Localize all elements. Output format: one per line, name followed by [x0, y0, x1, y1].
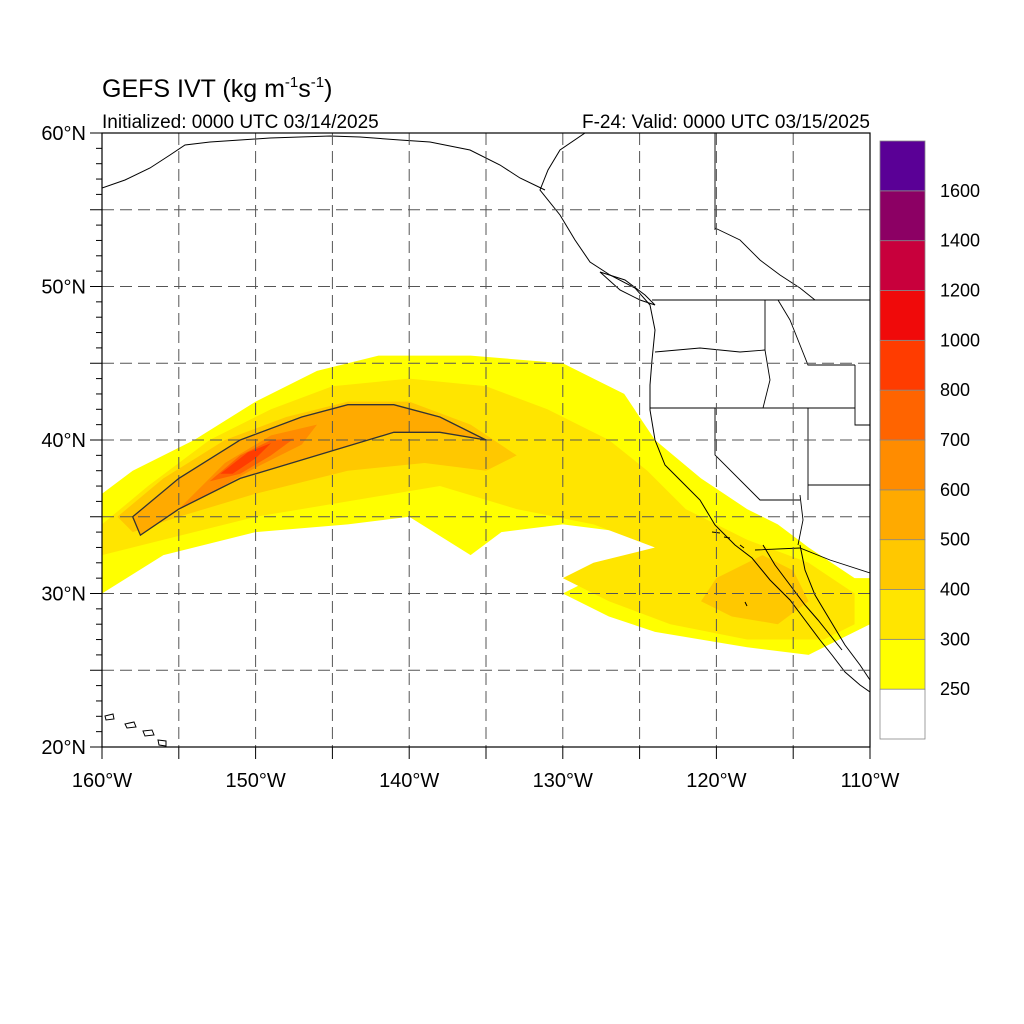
colorbar-label: 800 — [940, 380, 970, 400]
colorbar-label: 250 — [940, 679, 970, 699]
colorbar-label: 1000 — [940, 330, 980, 350]
colorbar-label: 1600 — [940, 181, 980, 201]
x-tick-label: 120°W — [686, 770, 746, 792]
colorbar-box — [879, 439, 926, 491]
ivt-fill-layer — [102, 355, 870, 655]
colorbar-label: 300 — [940, 629, 970, 649]
colorbar-box — [879, 240, 926, 291]
x-tick-label: 150°W — [225, 770, 285, 792]
north-america-coastline — [539, 133, 870, 693]
ivt-region-400-3 — [701, 555, 809, 625]
colorbar-box — [879, 140, 926, 192]
washington-oregon-border — [654, 347, 766, 353]
map-plot-area — [102, 133, 870, 747]
oregon-idaho-border — [762, 349, 771, 409]
idaho-montana-border — [777, 299, 855, 366]
alaska-coastline — [102, 135, 546, 191]
y-axis-ticks: 60°N 50°N 40°N 30°N 20°N — [41, 123, 86, 759]
ivt-region-400-2 — [117, 401, 517, 533]
canada-coast-range — [714, 227, 816, 301]
colorbar-box — [879, 539, 926, 590]
x-tick-label: 160°W — [72, 770, 132, 792]
x-tick-label: 110°W — [841, 770, 900, 792]
y-tick-label: 30°N — [41, 584, 86, 606]
y-tick-label: 50°N — [41, 277, 86, 299]
colorbar-label: 500 — [940, 530, 970, 550]
hawaii-islands — [104, 713, 167, 747]
initialized-label: Initialized: 0000 UTC 03/14/2025 — [102, 112, 379, 133]
colorbar-box — [879, 339, 926, 391]
wyoming-border — [854, 365, 870, 426]
california-nevada-border — [714, 408, 800, 501]
vancouver-island — [599, 271, 656, 306]
map-title: GEFS IVT (kg m-1s-1) — [102, 74, 332, 103]
colorbar-label: 1400 — [940, 231, 980, 251]
colorbar-box — [879, 190, 926, 242]
colorbar-box — [879, 638, 926, 690]
colorbar: 250 300 400 500 600 700 800 1000 1200 1400 1600 — [879, 140, 980, 740]
valid-time-label: F-24: Valid: 0000 UTC 03/15/2025 — [582, 112, 870, 133]
colorbar-box — [879, 688, 926, 740]
y-tick-label: 20°N — [41, 737, 86, 759]
colorbar-box — [879, 489, 926, 541]
coastline-layer — [102, 133, 870, 747]
colorado-river — [797, 494, 804, 546]
colorbar-label: 1200 — [940, 281, 980, 301]
ivt-region-800-7 — [220, 443, 271, 474]
x-tick-label: 140°W — [379, 770, 439, 792]
x-axis-ticks: 160°W 150°W 140°W 130°W 120°W 110°W — [72, 770, 900, 792]
colorbar-label: 400 — [940, 580, 970, 600]
ivt-contour-layer — [131, 404, 487, 537]
colorbar-box — [879, 589, 926, 640]
y-tick-label: 60°N — [41, 123, 86, 145]
baja-coastline — [762, 544, 843, 651]
ivt-contour-0 — [131, 404, 487, 537]
colorbar-box — [879, 389, 926, 441]
state-border-layer — [650, 133, 870, 574]
colorbar-label: 600 — [940, 480, 970, 500]
us-mexico-border — [754, 547, 870, 574]
x-tick-label: 130°W — [533, 770, 593, 792]
colorbar-box — [879, 290, 926, 341]
colorbar-label: 700 — [940, 430, 970, 450]
gulf-of-california-coast — [799, 544, 870, 681]
minor-ticks — [90, 132, 871, 759]
y-tick-label: 40°N — [41, 430, 86, 452]
